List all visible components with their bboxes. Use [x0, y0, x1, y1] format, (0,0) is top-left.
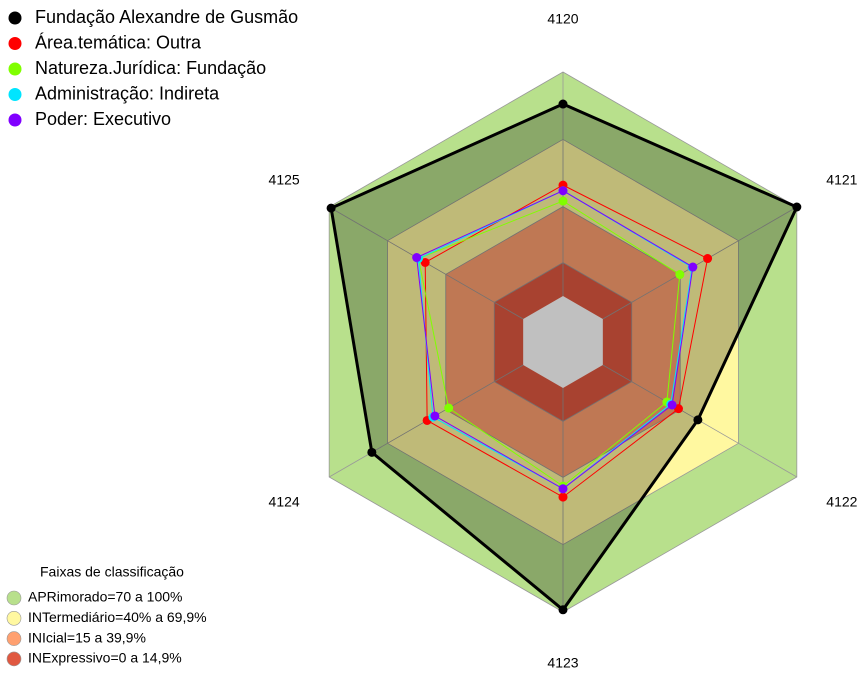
bands-title: Faixas de classificação [40, 564, 184, 580]
band-legend-label: INExpressivo=0 a 14,9% [28, 650, 182, 666]
axis-label: 4122 [826, 494, 857, 510]
axis-label: 4125 [269, 172, 300, 188]
series-point [326, 203, 336, 213]
legend-label: Fundação Alexandre de Gusmão [35, 7, 298, 27]
series-point [693, 415, 703, 425]
series-point [444, 403, 454, 413]
series-point [558, 99, 568, 109]
legend-label: Poder: Executivo [35, 109, 171, 129]
axis-label: 4124 [269, 494, 300, 510]
axis-label: 4121 [826, 172, 857, 188]
series-point [792, 202, 802, 212]
series-point [558, 186, 568, 196]
series-point [430, 411, 440, 421]
legend-label: Natureza.Jurídica: Fundação [35, 58, 266, 78]
series-point [558, 605, 568, 615]
axis-label: 4123 [547, 655, 578, 671]
series-point [558, 484, 568, 494]
series-point [558, 196, 568, 206]
center-hole [523, 296, 603, 388]
series-point [420, 257, 430, 267]
series-point [675, 270, 685, 280]
series-point [412, 253, 422, 263]
legend-marker [8, 113, 22, 127]
legend-label: Área.temática: Outra [35, 32, 202, 52]
legend-marker [8, 37, 22, 50]
band-legend-marker [6, 590, 22, 606]
band-legend-label: INTermediário=40% a 69,9% [28, 609, 207, 625]
legend-marker [8, 62, 22, 76]
spoke [602, 206, 798, 320]
series-point [367, 447, 377, 457]
band-legend-label: APRimorado=70 a 100% [28, 589, 183, 605]
band-legend-marker [6, 651, 22, 667]
legend-marker [8, 88, 22, 101]
axis-label: 4120 [547, 11, 578, 27]
band-legend-label: INIcial=15 a 39,9% [28, 629, 146, 645]
band-legend-marker [6, 610, 22, 626]
series-point [688, 262, 698, 272]
band-legend-marker [6, 631, 22, 646]
series-point [703, 254, 713, 264]
series-point [667, 400, 677, 410]
series-point [558, 492, 568, 502]
legend-marker [8, 11, 22, 25]
legend-label: Administração: Indireta [35, 83, 220, 103]
